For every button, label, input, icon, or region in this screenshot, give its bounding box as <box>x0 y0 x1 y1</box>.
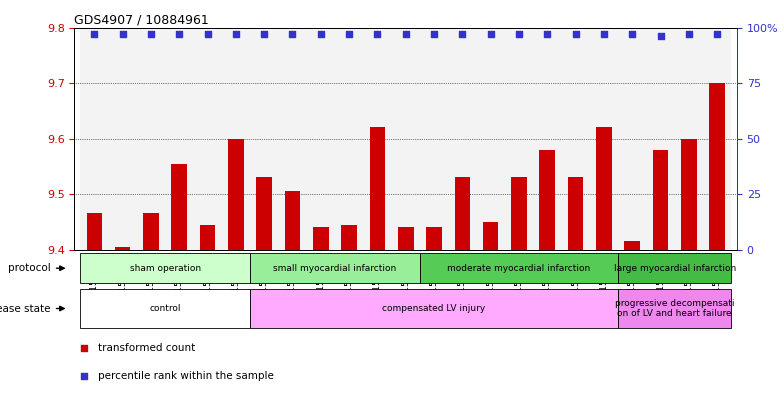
Bar <box>477 28 505 250</box>
Point <box>428 31 441 37</box>
Text: control: control <box>149 304 181 313</box>
Bar <box>250 253 420 283</box>
Bar <box>455 177 470 250</box>
Point <box>144 31 157 37</box>
Text: moderate myocardial infarction: moderate myocardial infarction <box>448 264 590 273</box>
Text: GDS4907 / 10884961: GDS4907 / 10884961 <box>74 13 209 26</box>
Text: protocol: protocol <box>8 263 51 273</box>
Text: large myocardial infarction: large myocardial infarction <box>614 264 736 273</box>
Bar <box>703 28 731 250</box>
Point <box>371 31 383 37</box>
Point <box>78 345 91 351</box>
Point <box>683 31 695 37</box>
Text: compensated LV injury: compensated LV injury <box>383 304 485 313</box>
Point <box>597 31 610 37</box>
Point <box>286 31 299 37</box>
Bar <box>398 228 413 250</box>
Bar <box>505 28 533 250</box>
Text: percentile rank within the sample: percentile rank within the sample <box>98 371 274 381</box>
Bar <box>539 150 555 250</box>
Point <box>314 31 327 37</box>
Bar <box>80 253 250 283</box>
Bar <box>114 247 130 250</box>
Bar <box>420 28 448 250</box>
Bar <box>285 191 300 250</box>
Bar <box>420 253 618 283</box>
Bar <box>222 28 250 250</box>
Bar <box>86 213 102 250</box>
Point <box>456 31 469 37</box>
Bar <box>675 28 703 250</box>
Bar <box>653 150 668 250</box>
Bar <box>448 28 477 250</box>
Point <box>485 31 497 37</box>
Bar <box>172 163 187 250</box>
Bar <box>681 139 697 250</box>
Bar <box>618 289 731 328</box>
Text: progressive decompensati
on of LV and heart failure: progressive decompensati on of LV and he… <box>615 299 735 318</box>
Bar <box>143 213 158 250</box>
Point <box>201 31 214 37</box>
Point <box>626 31 638 37</box>
Point <box>399 31 412 37</box>
Bar <box>228 139 244 250</box>
Bar <box>596 127 612 250</box>
Bar <box>278 28 307 250</box>
Bar <box>568 177 583 250</box>
Bar <box>250 289 618 328</box>
Bar <box>483 222 499 250</box>
Bar <box>200 224 216 250</box>
Bar <box>165 28 194 250</box>
Point <box>513 31 525 37</box>
Text: transformed count: transformed count <box>98 343 195 353</box>
Point <box>230 31 242 37</box>
Bar <box>80 28 108 250</box>
Bar <box>307 28 335 250</box>
Bar <box>511 177 527 250</box>
Bar <box>335 28 363 250</box>
Bar <box>194 28 222 250</box>
Point <box>541 31 554 37</box>
Point <box>258 31 270 37</box>
Bar <box>590 28 618 250</box>
Bar <box>391 28 420 250</box>
Bar <box>618 28 646 250</box>
Point <box>343 31 355 37</box>
Point <box>711 31 724 37</box>
Bar <box>369 127 385 250</box>
Bar <box>618 253 731 283</box>
Bar <box>108 28 136 250</box>
Bar <box>313 228 328 250</box>
Text: disease state: disease state <box>0 303 51 314</box>
Bar <box>250 28 278 250</box>
Bar <box>80 289 250 328</box>
Bar <box>341 224 357 250</box>
Bar <box>426 228 442 250</box>
Bar <box>256 177 272 250</box>
Point <box>78 373 91 379</box>
Bar <box>533 28 561 250</box>
Text: sham operation: sham operation <box>129 264 201 273</box>
Bar <box>561 28 590 250</box>
Point <box>654 33 666 40</box>
Point <box>569 31 582 37</box>
Point <box>116 31 129 37</box>
Point <box>88 31 100 37</box>
Bar <box>136 28 165 250</box>
Text: small myocardial infarction: small myocardial infarction <box>274 264 397 273</box>
Bar <box>624 241 640 250</box>
Bar <box>363 28 391 250</box>
Bar <box>646 28 675 250</box>
Bar <box>710 83 725 250</box>
Point <box>173 31 186 37</box>
